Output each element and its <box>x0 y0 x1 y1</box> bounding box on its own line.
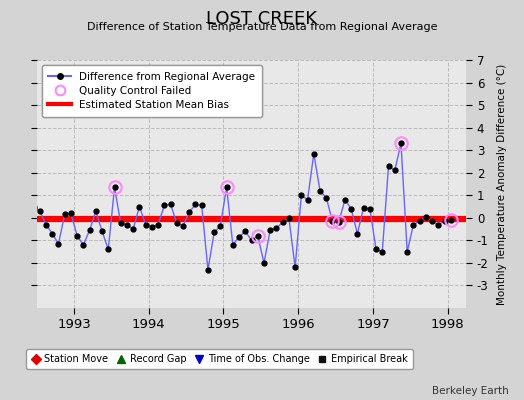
Text: LOST CREEK: LOST CREEK <box>206 10 318 28</box>
Text: Difference of Station Temperature Data from Regional Average: Difference of Station Temperature Data f… <box>87 22 437 32</box>
Text: Berkeley Earth: Berkeley Earth <box>432 386 508 396</box>
Y-axis label: Monthly Temperature Anomaly Difference (°C): Monthly Temperature Anomaly Difference (… <box>497 63 507 305</box>
Legend: Difference from Regional Average, Quality Control Failed, Estimated Station Mean: Difference from Regional Average, Qualit… <box>42 65 261 117</box>
Legend: Station Move, Record Gap, Time of Obs. Change, Empirical Break: Station Move, Record Gap, Time of Obs. C… <box>26 350 412 369</box>
